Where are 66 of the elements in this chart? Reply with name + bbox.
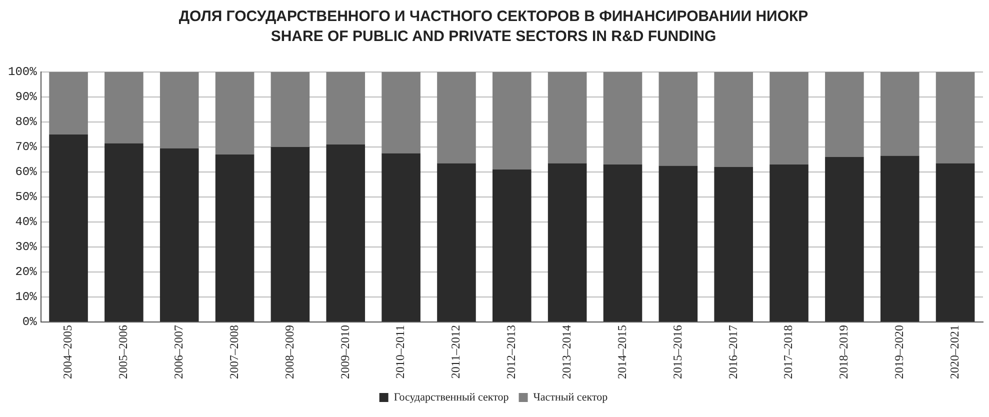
- bar: [825, 72, 864, 157]
- x-tick-label: 2019–2020: [892, 325, 906, 379]
- bar: [603, 164, 642, 322]
- bar: [548, 72, 587, 164]
- x-tick-label: 2012–2013: [504, 325, 518, 379]
- y-tick-label: 100%: [8, 65, 38, 80]
- y-tick-label: 90%: [15, 90, 38, 104]
- x-tick-label: 2007–2008: [226, 325, 241, 379]
- y-tick-label: 20%: [15, 265, 38, 280]
- bar: [326, 144, 366, 322]
- y-tick-label: 40%: [15, 215, 38, 230]
- bar: [437, 72, 476, 164]
- y-tick-label: 0%: [22, 315, 38, 330]
- chart-subtitle: SHARE OF PUBLIC AND PRIVATE SECTORS IN R&D FUNDING: [270, 28, 716, 46]
- bar: [382, 72, 420, 154]
- bar: [270, 72, 310, 147]
- x-tick-label: 2005–2006: [116, 325, 130, 379]
- x-tick-label: 2017–2018: [781, 325, 796, 379]
- bar: [382, 153, 420, 322]
- bar: [49, 134, 88, 322]
- bar: [548, 163, 587, 322]
- bar: [492, 170, 532, 322]
- bar: [658, 72, 698, 166]
- legend-label: Государственный сектор: [394, 391, 510, 404]
- chart-title: ДОЛЯ ГОСУДАРСТВЕННОГО И ЧАСТНОГО СЕКТОРОВ В ФИНАНСИРОВАНИИ НИОКР: [178, 8, 808, 26]
- bar: [49, 72, 88, 134]
- bar: [880, 156, 920, 322]
- bar: [936, 72, 975, 164]
- bar: [770, 164, 808, 322]
- bar: [825, 157, 864, 322]
- y-tick-label: 70%: [15, 140, 38, 154]
- bar: [215, 154, 254, 322]
- bar: [437, 163, 476, 322]
- bar: [104, 143, 144, 322]
- x-tick-label: 2013–2014: [559, 325, 574, 379]
- bar: [104, 72, 144, 144]
- x-tick-label: 2006–2007: [172, 325, 186, 379]
- bar: [603, 72, 642, 164]
- y-tick-label: 50%: [15, 190, 38, 204]
- x-tick-label: 2015–2016: [670, 325, 684, 379]
- y-tick-label: 60%: [15, 165, 38, 180]
- x-tick-label: 2004–2005: [60, 325, 75, 379]
- x-tick-label: 2016–2017: [726, 325, 740, 379]
- x-tick-label: 2008–2009: [282, 325, 296, 379]
- bar: [160, 148, 199, 322]
- bar: [936, 163, 975, 322]
- bar: [770, 72, 808, 164]
- x-tick-label: 2020–2021: [947, 325, 962, 379]
- x-tick-label: 2010–2011: [393, 325, 408, 379]
- x-tick-label: 2009–2010: [338, 325, 352, 379]
- y-tick-label: 10%: [15, 290, 38, 304]
- legend-label: Частный сектор: [533, 391, 608, 404]
- x-tick-label: 2011–2012: [448, 325, 463, 379]
- bar: [658, 166, 698, 322]
- bar: [160, 72, 199, 148]
- bar: [714, 72, 753, 167]
- bar: [326, 72, 366, 144]
- bar: [215, 72, 254, 154]
- bar: [714, 167, 753, 322]
- bar: [270, 147, 310, 322]
- bar: [492, 72, 532, 170]
- bar: [880, 72, 920, 156]
- y-tick-label: 30%: [15, 240, 38, 254]
- x-tick-label: 2014–2015: [614, 325, 629, 379]
- x-tick-label: 2018–2019: [836, 325, 851, 379]
- y-tick-label: 80%: [15, 115, 38, 130]
